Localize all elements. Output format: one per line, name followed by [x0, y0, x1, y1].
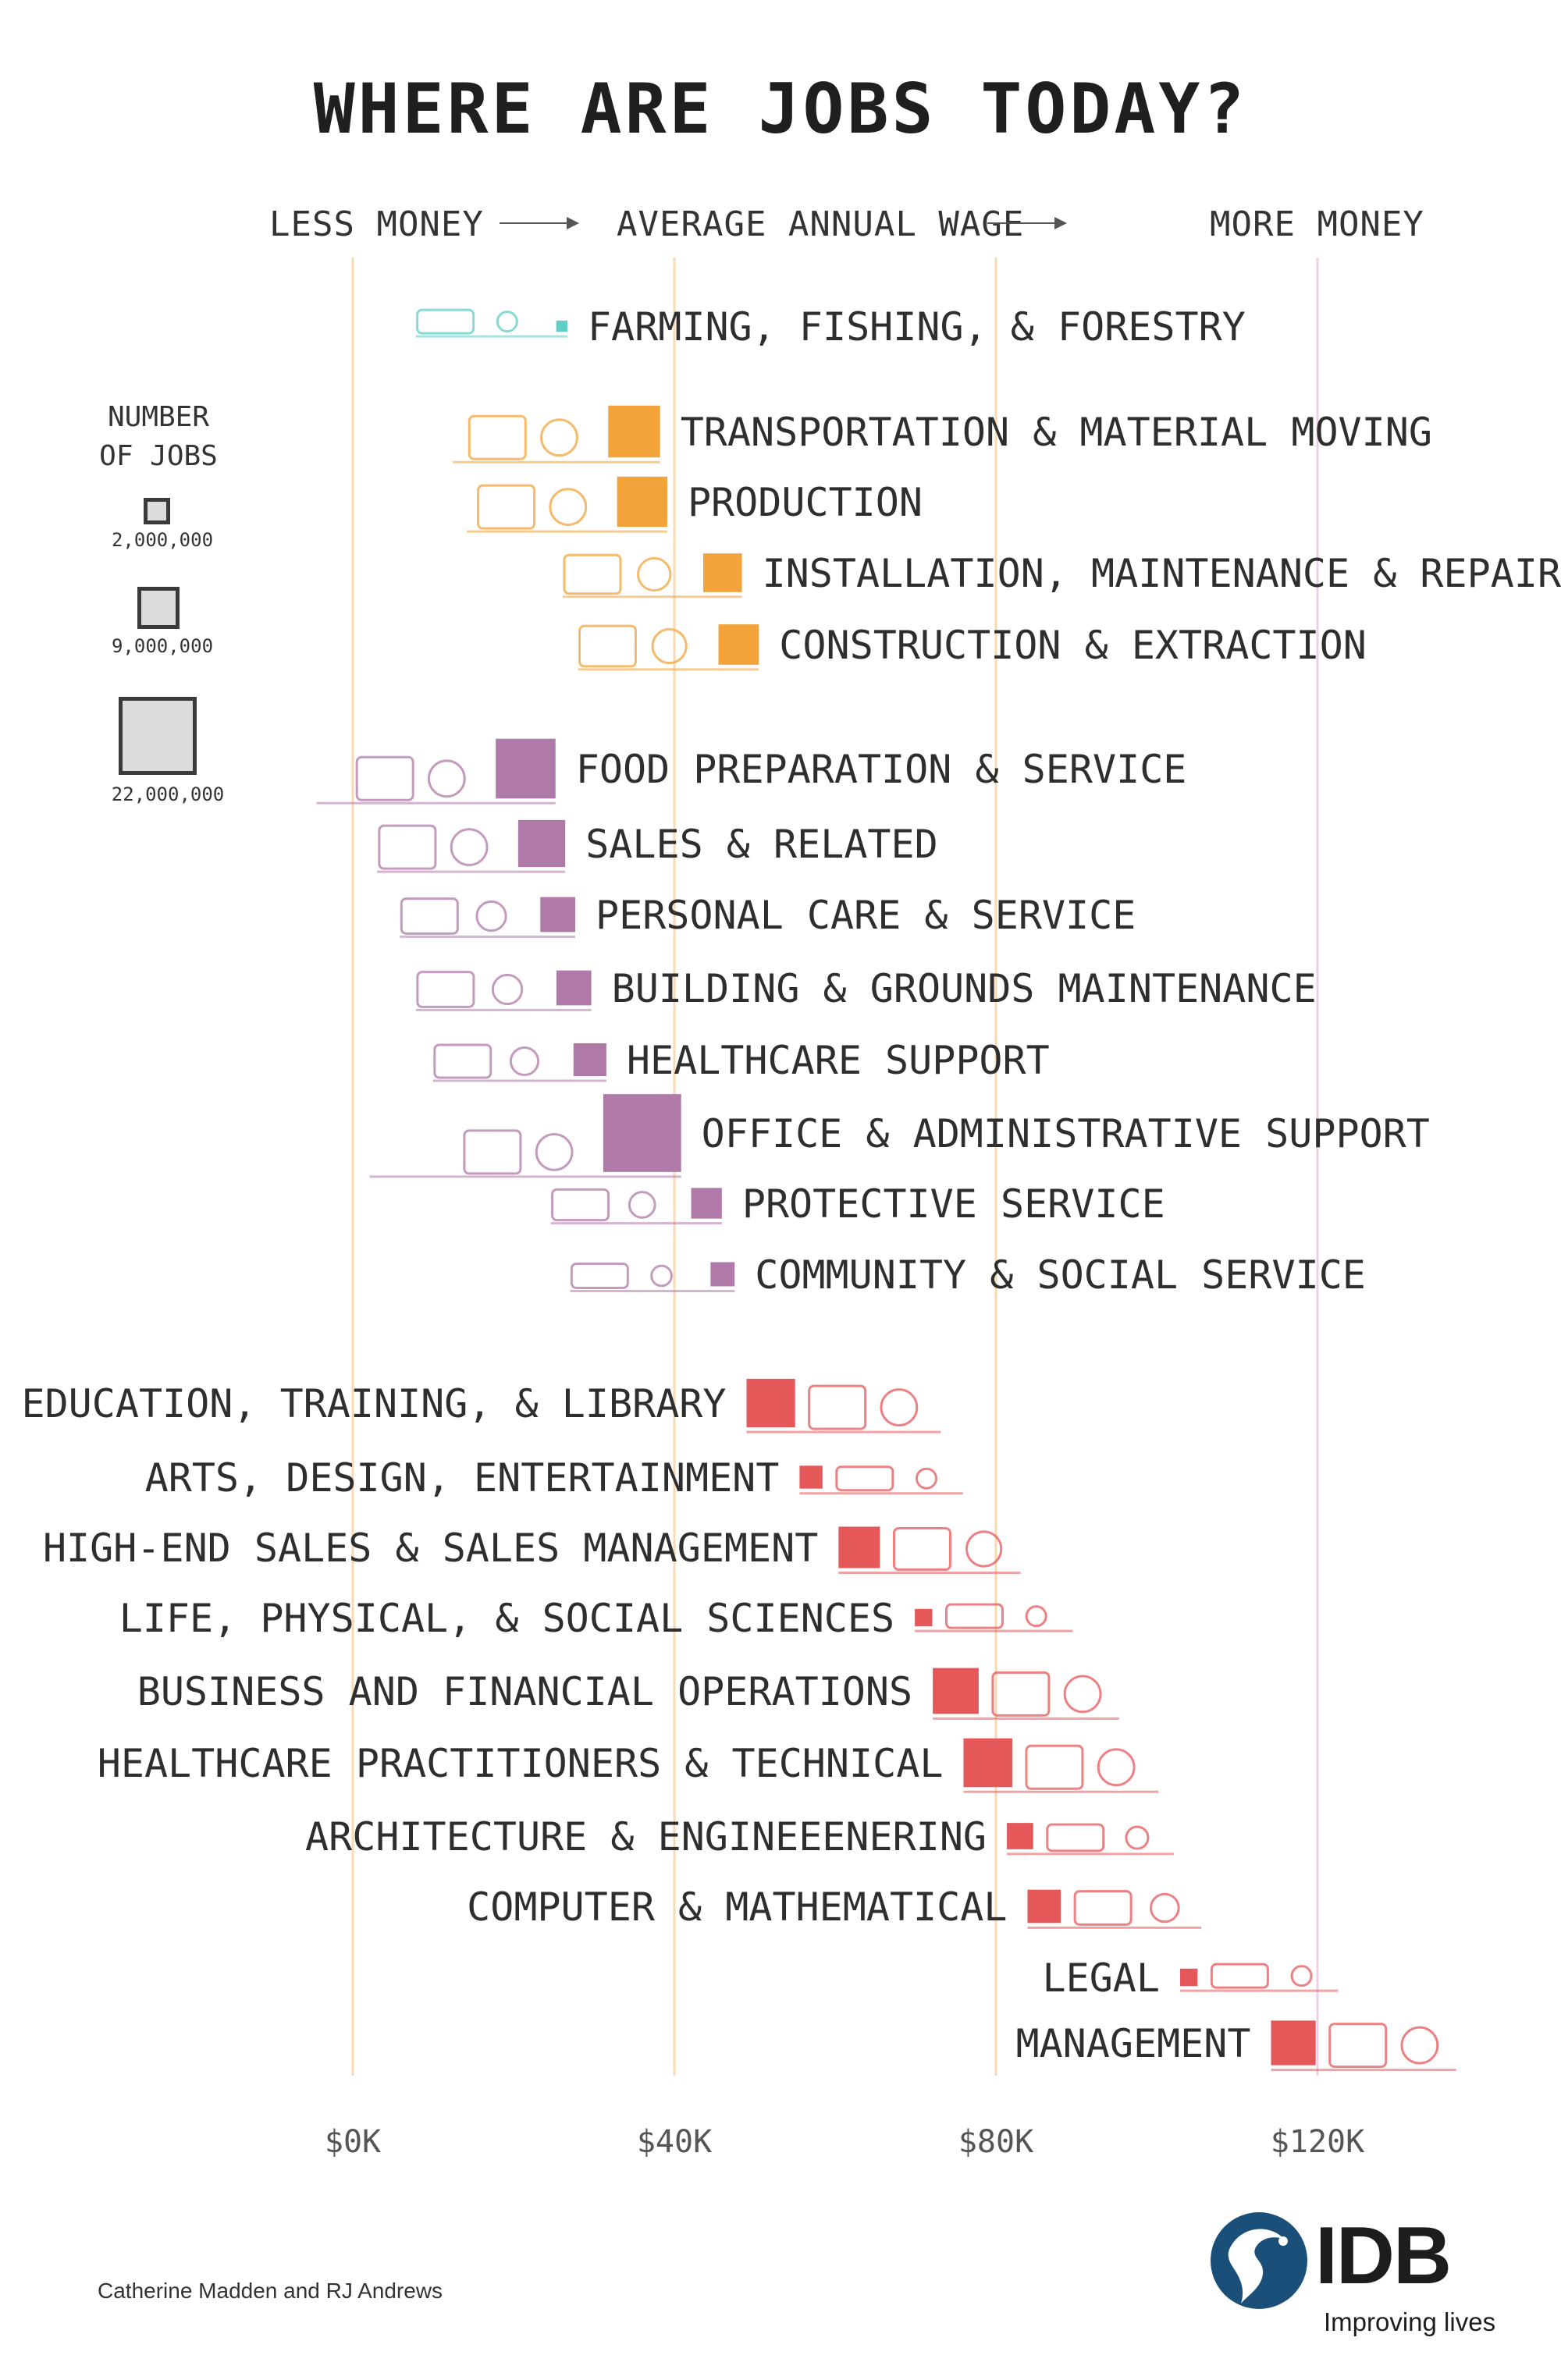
job-category-square	[556, 970, 592, 1006]
legend-title: NUMBER OF JOBS	[92, 398, 225, 476]
job-category-label: HEALTHCARE SUPPORT	[627, 1038, 1050, 1083]
job-category-square	[517, 819, 566, 868]
category-illustration-icon	[570, 1263, 673, 1289]
x-tick-label: $0K	[325, 2124, 381, 2160]
legend-label-small: 2,000,000	[111, 529, 214, 551]
category-illustration-icon	[416, 308, 518, 335]
job-category-label: LEGAL	[1043, 1956, 1161, 2001]
category-illustration-icon	[468, 414, 578, 460]
job-category-square	[746, 1378, 795, 1428]
job-category-label: EDUCATION, TRAINING, & LIBRARY	[21, 1381, 726, 1426]
category-illustration-icon	[1073, 1890, 1180, 1926]
job-category-label: TRANSPORTATION & MATERIAL MOVING	[681, 410, 1432, 455]
job-category-square	[1271, 2020, 1316, 2066]
job-category-label: CONSTRUCTION & EXTRACTION	[779, 623, 1367, 668]
job-category-label: COMMUNITY & SOCIAL SERVICE	[755, 1252, 1366, 1298]
job-category-label: INSTALLATION, MAINTENANCE & REPAIR	[763, 551, 1561, 596]
category-illustration-icon	[400, 897, 507, 935]
category-illustration-icon	[1046, 1823, 1150, 1852]
category-illustration-icon	[563, 553, 672, 595]
legend-label-large: 22,000,000	[111, 783, 225, 805]
category-illustration-icon	[835, 1465, 937, 1492]
job-category-label: ARCHITECTURE & ENGINEEENERING	[305, 1814, 987, 1860]
job-category-square	[933, 1668, 979, 1714]
job-category-square	[799, 1465, 823, 1489]
legend-box-large	[119, 697, 197, 775]
job-category-square	[608, 405, 660, 458]
job-category-label: PROTECTIVE SERVICE	[742, 1181, 1165, 1227]
job-category-label: ARTS, DESIGN, ENTERTAINMENT	[145, 1455, 780, 1501]
job-category-label: BUILDING & GROUNDS MAINTENANCE	[612, 966, 1317, 1011]
legend-label-medium: 9,000,000	[111, 635, 214, 657]
job-category-square	[718, 624, 759, 665]
job-category-square	[1180, 1968, 1198, 1987]
job-category-square	[603, 1094, 681, 1172]
category-illustration-icon	[892, 1526, 1003, 1572]
x-tick-label: $40K	[637, 2124, 712, 2160]
page-title: WHERE ARE JOBS TODAY?	[313, 69, 1248, 149]
category-illustration-icon	[378, 824, 489, 870]
category-illustration-icon	[416, 971, 524, 1008]
category-illustration-icon	[944, 1603, 1047, 1629]
idb-tagline: Improving lives	[1324, 2307, 1496, 2336]
job-category-square	[710, 1262, 735, 1287]
job-category-label: BUSINESS AND FINANCIAL OPERATIONS	[137, 1669, 912, 1714]
job-category-square	[1007, 1823, 1033, 1849]
header-average-annual-wage: AVERAGE ANNUAL WAGE	[617, 204, 1025, 244]
job-category-label: PRODUCTION	[688, 480, 923, 525]
x-tick-label: $80K	[958, 2124, 1033, 2160]
job-category-square	[496, 738, 556, 799]
job-category-label: MANAGEMENT	[1015, 2021, 1250, 2066]
header-more-money: MORE MONEY	[1210, 204, 1424, 244]
job-category-label: HEALTHCARE PRACTITIONERS & TECHNICAL	[98, 1741, 944, 1786]
header-less-money: LESS MONEY	[269, 204, 484, 244]
legend-title-line2: OF JOBS	[99, 440, 218, 472]
category-illustration-icon	[1210, 1963, 1313, 1989]
category-illustration-icon	[808, 1384, 919, 1430]
job-category-label: PERSONAL CARE & SERVICE	[596, 893, 1136, 938]
idb-logo-text: IDB	[1315, 2211, 1452, 2301]
header-arrow-right	[987, 217, 1067, 229]
job-category-label: COMPUTER & MATHEMATICAL	[467, 1884, 1007, 1930]
job-category-square	[617, 476, 667, 528]
credit-text: Catherine Madden and RJ Andrews	[98, 2279, 443, 2303]
job-category-label: FARMING, FISHING, & FORESTRY	[588, 304, 1246, 350]
job-category-square	[963, 1738, 1012, 1788]
category-illustration-icon	[355, 755, 466, 801]
category-illustration-icon	[463, 1129, 574, 1175]
job-category-label: OFFICE & ADMINISTRATIVE SUPPORT	[702, 1111, 1430, 1156]
job-category-square	[915, 1608, 933, 1627]
idb-logo-icon	[1211, 2212, 1307, 2309]
category-illustration-icon	[551, 1188, 656, 1222]
job-category-label: LIFE, PHYSICAL, & SOCIAL SCIENCES	[119, 1596, 894, 1641]
category-illustration-icon	[433, 1043, 540, 1079]
job-category-label: SALES & RELATED	[585, 822, 938, 867]
job-category-label: HIGH-END SALES & SALES MANAGEMENT	[43, 1526, 818, 1571]
category-illustration-icon	[991, 1671, 1102, 1717]
legend-box-medium	[137, 587, 180, 629]
job-category-square	[540, 897, 576, 932]
legend-box-small	[144, 498, 170, 524]
job-category-square	[573, 1043, 606, 1077]
job-category-square	[691, 1188, 722, 1219]
job-category-square	[838, 1526, 880, 1568]
category-illustration-icon	[1025, 1744, 1136, 1790]
x-tick-label: $120K	[1271, 2124, 1364, 2160]
wage-chart: FARMING, FISHING, & FORESTRY TRANSPORTATI…	[21, 258, 1561, 2160]
header-arrow-left	[500, 217, 579, 229]
job-category-label: FOOD PREPARATION & SERVICE	[576, 747, 1187, 792]
job-category-square	[703, 553, 742, 592]
legend-title-line1: NUMBER	[107, 401, 210, 433]
job-category-square	[1027, 1889, 1061, 1924]
category-illustration-icon	[1328, 2023, 1439, 2069]
category-illustration-icon	[578, 624, 688, 668]
category-illustration-icon	[477, 484, 588, 530]
job-category-square	[556, 320, 567, 332]
